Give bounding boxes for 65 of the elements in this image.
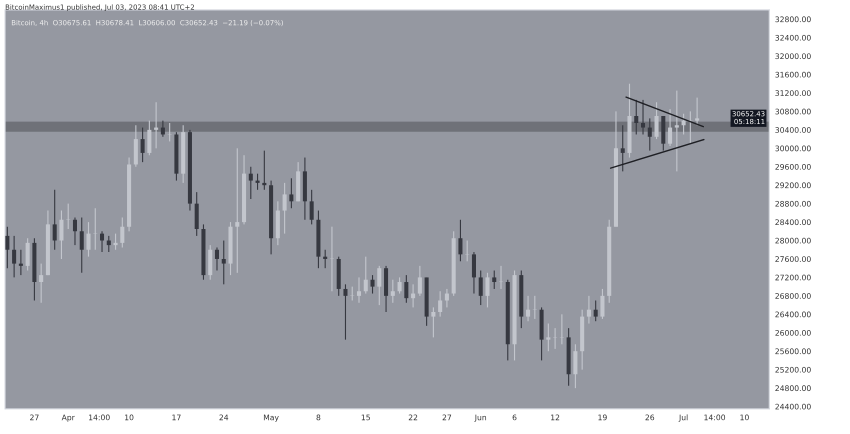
candlestick	[438, 290, 442, 318]
candlestick	[654, 102, 659, 140]
candlestick	[485, 272, 490, 308]
candlestick	[640, 99, 646, 136]
candlestick	[106, 235, 111, 253]
candlestick	[256, 173, 260, 190]
candlestick	[668, 108, 672, 147]
candlestick	[59, 210, 64, 260]
candlestick	[600, 288, 604, 320]
candlestick	[222, 240, 226, 285]
candlestick	[350, 286, 354, 302]
candlestick	[390, 279, 395, 304]
candlestick	[66, 203, 70, 230]
candlestick	[364, 256, 368, 294]
candlestick	[323, 249, 328, 269]
candlestick	[120, 216, 124, 248]
candlestick	[620, 124, 625, 172]
candlestick	[458, 219, 462, 262]
candlestick	[26, 238, 30, 272]
candlestick	[93, 208, 98, 250]
candlestick	[682, 113, 686, 136]
candlestick	[248, 166, 253, 200]
candlestick	[282, 182, 287, 234]
candlestick	[586, 295, 591, 324]
candlestick	[418, 265, 422, 296]
candlestick	[80, 216, 84, 274]
candlestick	[560, 314, 564, 345]
candlestick	[398, 276, 402, 294]
candlestick	[553, 328, 558, 350]
candlestick	[465, 240, 470, 262]
candlestick	[168, 122, 172, 142]
candlestick	[52, 189, 57, 250]
candlestick	[444, 288, 449, 308]
candlestick	[39, 263, 44, 304]
candlestick	[431, 306, 436, 338]
candlestick	[214, 246, 220, 272]
candlestick	[330, 226, 334, 292]
candlestick	[154, 102, 158, 149]
candlestick	[404, 274, 408, 304]
candlestick	[18, 249, 23, 276]
candlestick	[594, 300, 598, 322]
candlestick	[147, 120, 152, 156]
candlestick	[370, 274, 375, 294]
candlestick	[498, 265, 504, 290]
candlestick	[235, 148, 240, 274]
candlestick	[472, 252, 476, 294]
candlestick	[634, 99, 638, 136]
candlestick	[343, 284, 348, 340]
candlestick	[377, 265, 382, 306]
candlestick	[72, 216, 78, 246]
candlestick	[140, 127, 145, 163]
candlestick	[86, 222, 91, 258]
candlestick	[411, 284, 416, 308]
candlestick	[492, 270, 496, 290]
candlestick	[573, 344, 578, 389]
candlestick	[289, 178, 294, 209]
candlestick	[5, 226, 10, 269]
candlestick	[100, 230, 104, 253]
candlestick	[478, 270, 483, 306]
candlestick	[160, 120, 165, 138]
candlestick	[310, 189, 314, 225]
candlestick	[648, 118, 652, 152]
candlestick	[526, 295, 530, 322]
candlestick	[356, 276, 362, 304]
candlestick	[12, 235, 16, 278]
